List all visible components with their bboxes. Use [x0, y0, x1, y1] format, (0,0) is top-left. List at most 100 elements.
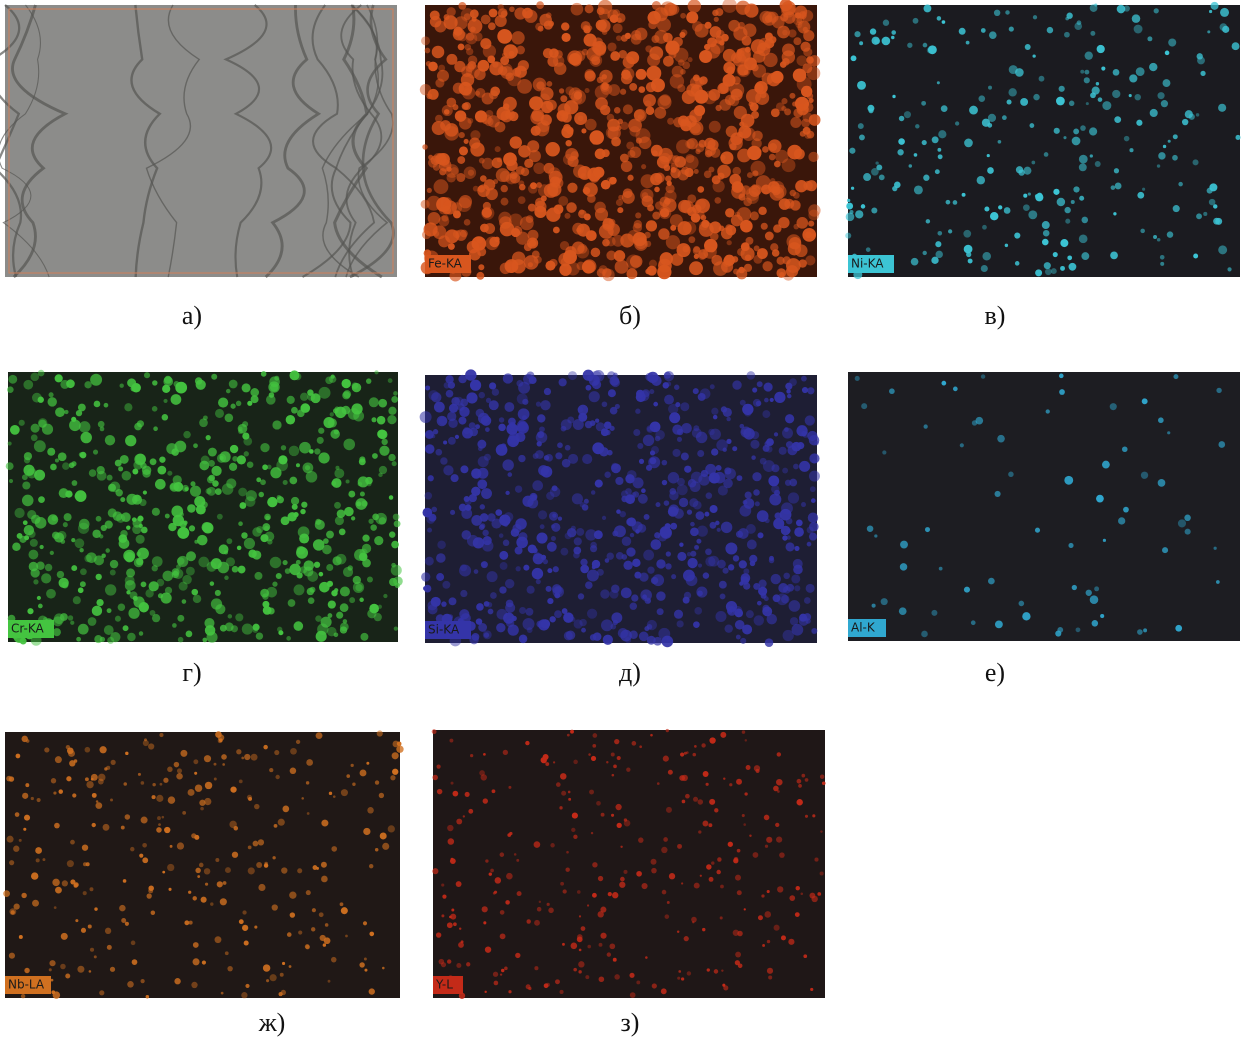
signal-dot — [444, 123, 459, 137]
signal-dot — [199, 799, 206, 806]
signal-dot — [682, 245, 690, 253]
signal-dot — [570, 729, 574, 734]
signal-dot — [1063, 136, 1067, 140]
signal-dot — [202, 637, 208, 643]
signal-dot — [550, 524, 555, 529]
signal-dot — [339, 902, 344, 907]
signal-dot — [144, 738, 147, 742]
signal-dot — [263, 744, 268, 750]
signal-dot — [742, 403, 754, 416]
signal-dot — [651, 35, 660, 44]
signal-dot — [784, 479, 792, 486]
signal-dot — [467, 169, 475, 176]
signal-dot — [676, 484, 688, 496]
signal-dot — [713, 261, 728, 276]
signal-dot — [138, 523, 143, 528]
signal-dot — [483, 632, 490, 638]
signal-dot — [600, 83, 613, 95]
signal-dot — [306, 759, 314, 766]
signal-dot — [615, 198, 624, 207]
signal-dot — [78, 518, 90, 530]
signal-dot — [791, 441, 802, 452]
signal-dot — [50, 778, 57, 784]
signal-dot — [611, 463, 621, 474]
signal-dot — [250, 395, 259, 404]
signal-dot — [769, 397, 774, 403]
signal-dot — [594, 418, 600, 423]
signal-dot — [365, 476, 373, 485]
signal-dot — [72, 596, 81, 605]
signal-dot — [60, 963, 66, 970]
signal-dot — [243, 940, 249, 946]
signal-dot — [800, 85, 813, 98]
signal-dot — [677, 551, 687, 561]
signal-dot — [48, 392, 54, 398]
signal-dot — [106, 944, 112, 950]
signal-dot — [241, 756, 245, 760]
signal-dot — [181, 599, 187, 604]
signal-dot — [734, 874, 741, 881]
signal-dot — [609, 943, 616, 950]
signal-dot — [775, 822, 780, 828]
signal-dot — [357, 481, 363, 487]
signal-dot — [23, 379, 34, 390]
signal-dot — [746, 371, 756, 380]
signal-dot — [656, 559, 666, 569]
signal-dot — [499, 910, 505, 915]
signal-dot — [545, 762, 550, 766]
signal-dot — [495, 509, 503, 516]
signal-dot — [1175, 624, 1183, 632]
signal-dot — [128, 607, 140, 619]
signal-dot — [9, 425, 20, 435]
signal-dot — [584, 420, 593, 429]
signal-dot — [174, 978, 181, 985]
signal-dot — [208, 474, 216, 482]
signal-dot — [763, 52, 778, 68]
signal-dot — [96, 470, 107, 481]
signal-dot — [254, 571, 263, 580]
signal-dot — [937, 147, 942, 152]
signal-dot — [458, 374, 467, 384]
signal-dot — [780, 13, 789, 22]
signal-dot — [614, 403, 620, 410]
signal-dot — [570, 2, 584, 16]
signal-dot — [1060, 265, 1065, 271]
signal-dot — [692, 21, 703, 32]
signal-dot — [1034, 527, 1041, 533]
signal-dot — [669, 74, 685, 89]
signal-dot — [562, 942, 565, 946]
signal-dot — [645, 956, 648, 959]
signal-dot — [517, 408, 530, 421]
signal-dot — [499, 586, 507, 594]
signal-dot — [224, 622, 234, 632]
signal-dot — [204, 781, 213, 790]
signal-dot — [145, 994, 150, 999]
signal-dot — [210, 902, 214, 906]
signal-dot — [769, 493, 782, 506]
signal-dot — [646, 265, 657, 276]
signal-dot — [710, 40, 725, 55]
signal-dot — [661, 846, 668, 854]
signal-dot — [601, 515, 607, 521]
signal-dot — [922, 250, 927, 256]
signal-dot — [719, 916, 723, 920]
signal-dot — [710, 232, 719, 241]
signal-dot — [6, 835, 14, 843]
signal-dot — [687, 557, 698, 569]
signal-dot — [489, 382, 497, 390]
signal-dot — [794, 527, 804, 537]
signal-dot — [578, 915, 582, 918]
signal-dot — [770, 70, 784, 84]
signal-dot — [72, 793, 77, 798]
signal-dot — [447, 436, 456, 445]
signal-dot — [293, 372, 302, 381]
signal-dot — [1001, 115, 1007, 121]
signal-dot — [567, 790, 571, 794]
signal-dot — [1050, 268, 1057, 275]
signal-dot — [494, 14, 507, 28]
signal-dot — [545, 982, 550, 987]
signal-dot — [52, 878, 60, 887]
signal-dot — [638, 631, 649, 642]
signal-dot — [503, 96, 517, 111]
signal-dot — [696, 525, 708, 537]
